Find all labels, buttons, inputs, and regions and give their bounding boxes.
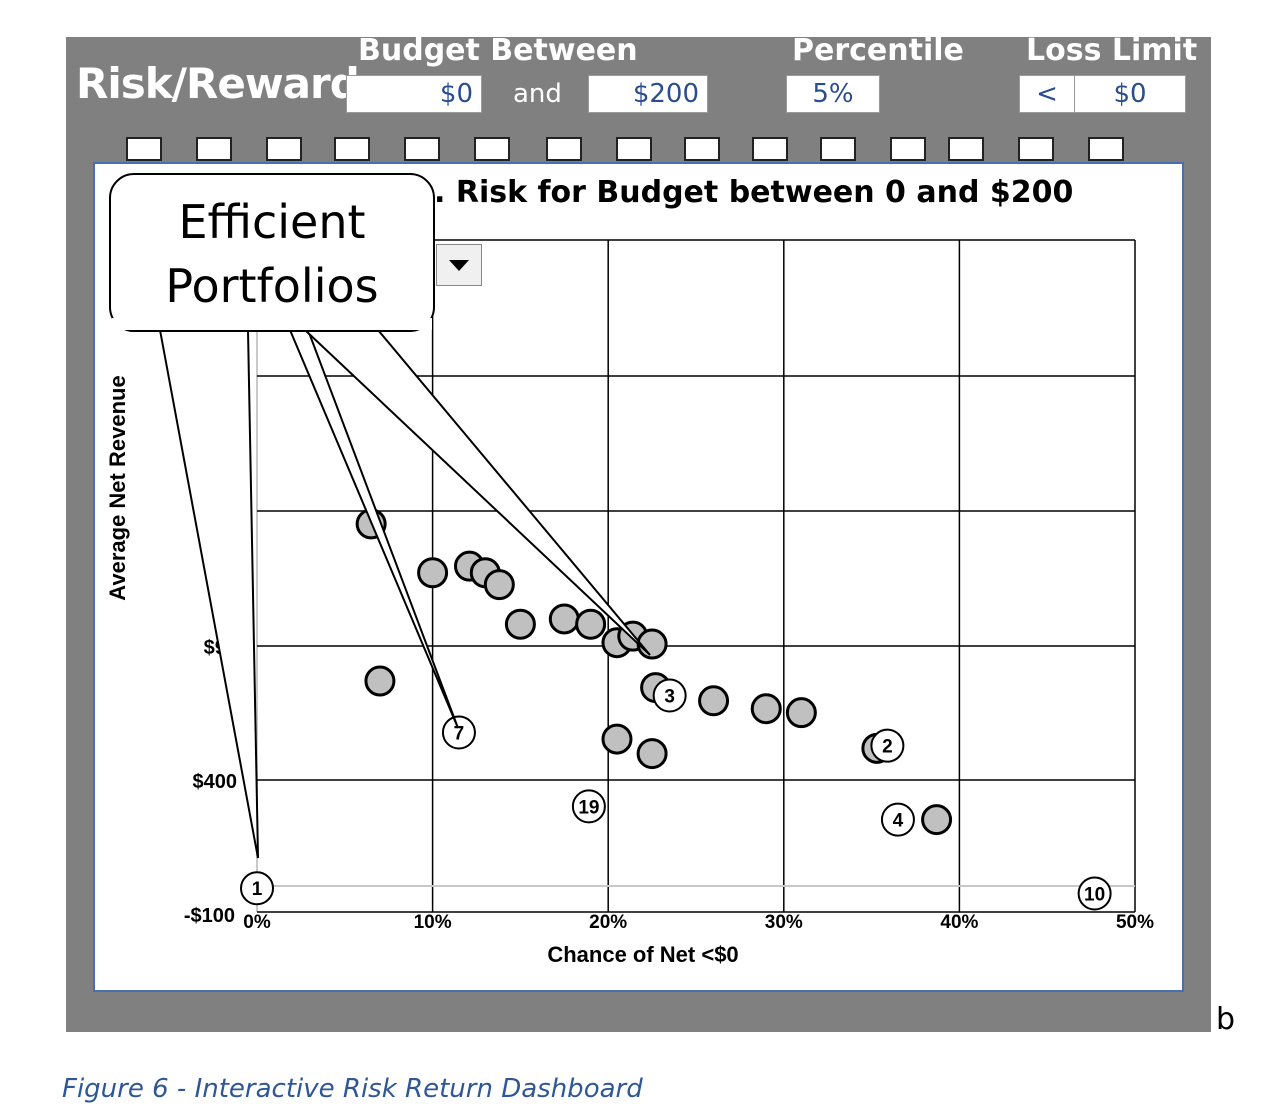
chevron-down-icon — [449, 259, 469, 271]
labeled-point-marker — [870, 728, 905, 763]
data-point — [548, 603, 580, 635]
side-label: b — [1216, 1002, 1236, 1037]
x-ticks: 0% 10% 20% 30% 40% 50% — [243, 912, 1154, 933]
x-tick-label: 40% — [940, 912, 978, 933]
portfolio-checkbox[interactable] — [890, 137, 926, 161]
portfolio-checkbox[interactable] — [546, 137, 582, 161]
portfolio-checkbox[interactable] — [266, 137, 302, 161]
portfolio-checkbox[interactable] — [126, 137, 162, 161]
portfolio-checkbox[interactable] — [196, 137, 232, 161]
efficient-portfolios-callout: Efficient Portfolios — [109, 173, 651, 859]
data-point — [417, 557, 449, 589]
labeled-points: 1 7 3 19 2 4 10 — [240, 678, 1112, 911]
data-points — [355, 508, 953, 836]
portfolio-checkbox[interactable] — [1018, 137, 1054, 161]
data-point — [483, 569, 515, 601]
percentile-label: Percentile — [792, 33, 964, 68]
point-label: 3 — [664, 687, 675, 708]
data-point — [921, 804, 953, 836]
budget-min-field[interactable]: $0 — [346, 75, 482, 113]
portfolio-checkbox[interactable] — [404, 137, 440, 161]
portfolio-checkbox[interactable] — [1088, 137, 1124, 161]
x-axis-label: Chance of Net <$0 — [547, 942, 738, 967]
labeled-point-marker — [1077, 876, 1112, 911]
percentile-field[interactable]: 5% — [786, 75, 880, 113]
data-point — [698, 685, 730, 717]
chart-title: vs. Risk for Budget between 0 and $200 — [397, 175, 1074, 210]
portfolio-checkbox[interactable] — [334, 137, 370, 161]
loss-limit-operator[interactable]: < — [1019, 75, 1075, 113]
point-label: 7 — [454, 723, 465, 744]
point-label: 19 — [578, 797, 599, 818]
data-point — [636, 738, 668, 770]
callout-pointer-1 — [159, 329, 259, 859]
loss-limit-field[interactable]: $0 — [1074, 75, 1186, 113]
portfolio-checkbox[interactable] — [752, 137, 788, 161]
labeled-point-marker — [880, 802, 915, 837]
portfolio-checkbox[interactable] — [684, 137, 720, 161]
data-point — [575, 608, 607, 640]
labeled-point-marker — [441, 715, 476, 750]
x-tick-label: 20% — [589, 912, 627, 933]
portfolio-checkbox[interactable] — [616, 137, 652, 161]
data-point — [785, 697, 817, 729]
labeled-point-marker — [652, 678, 687, 713]
x-tick-label: 30% — [765, 912, 803, 933]
point-label: 2 — [882, 737, 893, 758]
budget-max-field[interactable]: $200 — [588, 75, 708, 113]
scatter-plot: 0%10%20%30%40%50% -$100$400$90$1,$ 17319… — [105, 173, 1154, 967]
callout-text-line2: Portfolios — [165, 259, 378, 313]
callout-text-line1: Efficient — [178, 195, 365, 249]
data-point — [750, 693, 782, 725]
budget-label: Budget Between — [358, 33, 638, 68]
data-point — [364, 665, 396, 697]
point-label: 1 — [252, 879, 263, 900]
grid — [256, 239, 1136, 913]
labeled-point-marker — [240, 871, 274, 906]
series-dropdown-button[interactable] — [436, 244, 482, 286]
loss-limit-label: Loss Limit — [1026, 33, 1198, 68]
point-label: 4 — [893, 811, 904, 832]
portfolio-checkbox[interactable] — [820, 137, 856, 161]
x-tick-label: 10% — [414, 912, 452, 933]
x-tick-label: 50% — [1116, 912, 1154, 933]
data-point — [601, 723, 633, 755]
callout-pointer-3 — [304, 329, 651, 656]
callout-box — [109, 173, 435, 332]
figure-caption: Figure 6 - Interactive Risk Return Dashb… — [62, 1074, 643, 1104]
data-point — [636, 628, 668, 660]
dashboard-title: Risk/Reward — [76, 59, 360, 108]
y-axis-label: Average Net Revenue — [105, 375, 130, 600]
portfolio-checkbox[interactable] — [948, 137, 984, 161]
y-tick-label: $400 — [193, 771, 238, 793]
x-tick-label: 0% — [243, 912, 271, 933]
point-label: 10 — [1084, 885, 1105, 906]
budget-and-text: and — [513, 79, 562, 109]
y-tick-label: -$100 — [184, 905, 235, 927]
labeled-point-marker — [571, 789, 606, 824]
portfolio-checkbox[interactable] — [474, 137, 510, 161]
data-point — [504, 608, 536, 640]
callout-pointer-2 — [289, 329, 459, 729]
